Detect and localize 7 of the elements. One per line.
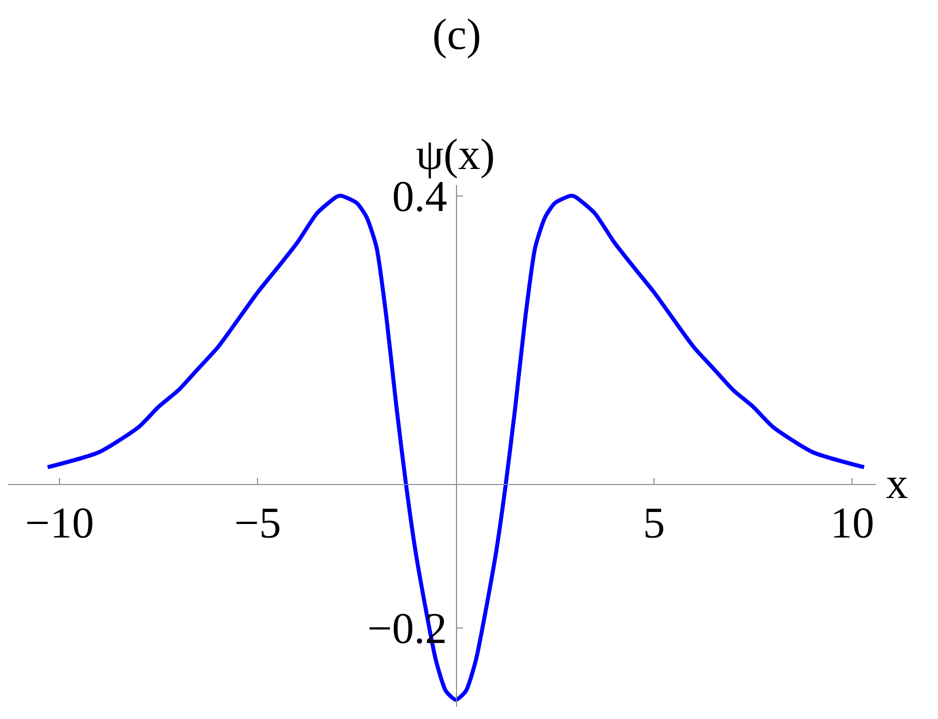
y-axis-title: ψ(x) [416, 130, 495, 179]
x-tick-label: −10 [25, 498, 94, 548]
x-tick-label: −5 [234, 498, 282, 548]
chart-title: (c) [432, 10, 482, 59]
x-tick-label: 10 [830, 498, 874, 548]
x-axis-title: x [886, 459, 908, 508]
x-tick-label: 5 [643, 498, 666, 548]
